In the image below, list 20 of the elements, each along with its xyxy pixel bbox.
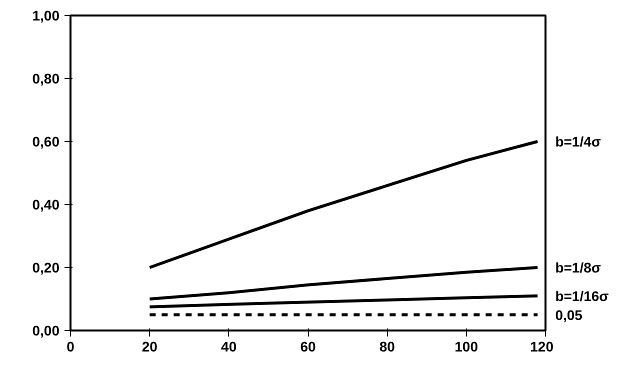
- series-label: b=1/4σ: [555, 134, 602, 150]
- line-series: [148, 140, 540, 269]
- line-series: [148, 294, 540, 308]
- y-tick-label: 0,80: [32, 70, 60, 86]
- x-tick-label: 40: [221, 338, 237, 354]
- y-tick-label: 1,00: [32, 8, 60, 24]
- x-tick-label: 20: [142, 338, 158, 354]
- y-tick-label: 0,40: [32, 196, 60, 212]
- series-label: b=1/16σ: [555, 288, 610, 304]
- y-tick-label: 0,00: [32, 322, 60, 338]
- x-tick-label: 60: [300, 338, 316, 354]
- line-series: [148, 266, 540, 300]
- x-tick-label: 0: [66, 338, 75, 354]
- y-tick-label: 0,20: [32, 260, 60, 276]
- x-tick-label: 120: [530, 338, 554, 354]
- series-label: 0,05: [555, 306, 583, 323]
- series-label: b=1/8σ: [555, 260, 602, 276]
- y-tick-label: 0,60: [32, 134, 60, 150]
- x-tick-label: 100: [454, 338, 478, 354]
- x-tick-label: 80: [379, 338, 396, 354]
